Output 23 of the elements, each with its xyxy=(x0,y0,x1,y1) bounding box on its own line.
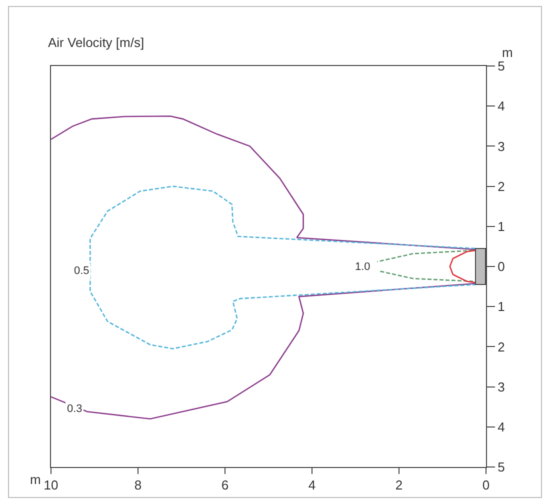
y-tick-label: 4 xyxy=(498,419,505,434)
annotation: 0.3 xyxy=(67,403,82,415)
annotation: 1.0 xyxy=(355,261,370,273)
y-tick-label: 2 xyxy=(498,178,505,194)
y-tick-label: 3 xyxy=(498,379,505,394)
y-tick-label: 4 xyxy=(498,98,505,114)
y-tick-label: 5 xyxy=(498,460,505,475)
y-tick-label: 2 xyxy=(498,339,505,354)
x-axis-title: m xyxy=(30,472,41,487)
annotation: 0.5 xyxy=(74,265,90,277)
x-tick-label: 2 xyxy=(395,478,403,493)
y-tick-label: 3 xyxy=(498,138,505,154)
x-tick-label: 6 xyxy=(221,478,229,493)
x-tick-label: 4 xyxy=(308,478,316,493)
y-tick-label: 1 xyxy=(498,299,505,314)
y-axis-title: m xyxy=(502,45,513,60)
y-tick-label: 5 xyxy=(498,58,505,74)
chart-title: Air Velocity [m/s] xyxy=(48,35,144,50)
x-tick-label: 8 xyxy=(134,478,142,493)
y-tick-label: 1 xyxy=(498,218,505,234)
x-tick-label: 10 xyxy=(44,478,58,493)
y-tick-label: 0 xyxy=(498,259,505,274)
x-tick-label: 0 xyxy=(482,478,490,493)
